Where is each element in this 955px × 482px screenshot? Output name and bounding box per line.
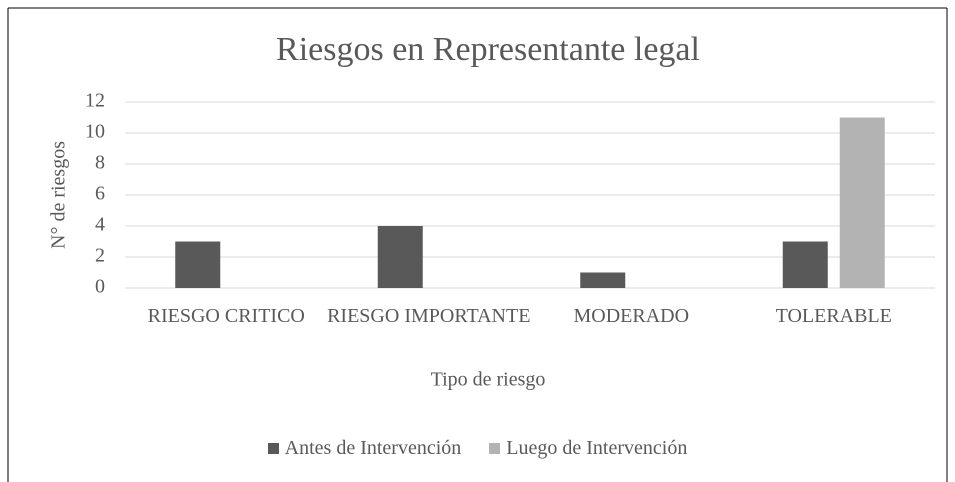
bar [580,272,626,288]
legend-label: Luego de Intervención [506,437,688,459]
y-tick-label: 4 [95,214,105,236]
x-tick-label: RIESGO CRITICO [147,305,305,327]
bar [175,241,221,288]
y-tick-label: 12 [85,90,105,112]
x-tick-label: RIESGO IMPORTANTE [327,305,531,327]
y-tick-label: 0 [95,276,105,298]
x-axis-title: Tipo de riesgo [431,369,546,391]
bar [782,241,828,288]
x-tick-label: TOLERABLE [775,305,892,327]
y-tick-label: 2 [95,245,105,267]
bar [839,117,885,288]
legend-swatch [489,443,501,454]
y-tick-label: 10 [85,121,105,143]
legend: Antes de Intervención Luego de Intervenci… [0,437,955,460]
y-tick-label: 8 [95,152,105,174]
legend-item: Luego de Intervención [489,437,687,460]
x-tick-label: MODERADO [573,305,690,327]
legend-label: Antes de Intervención [284,437,462,459]
y-axis-title: N° de riesgos [48,141,70,249]
legend-item: Antes de Intervención [267,437,462,460]
legend-swatch [267,443,279,454]
y-tick-label: 6 [95,183,105,205]
chart-title: Riesgos en Representante legal [276,31,700,68]
bar [377,226,423,288]
